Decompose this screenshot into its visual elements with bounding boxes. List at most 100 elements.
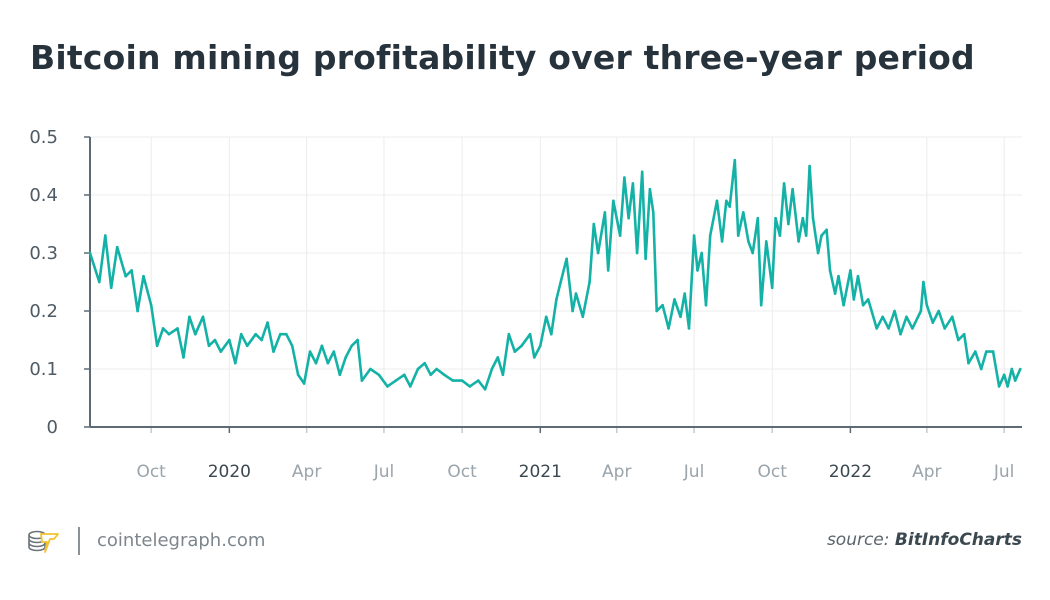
source-prefix: source:	[826, 530, 890, 550]
x-tick-label: Jul	[373, 462, 395, 482]
data-point	[507, 332, 511, 336]
data-point	[791, 187, 794, 191]
data-point	[816, 251, 820, 255]
x-tick-label: Oct	[136, 462, 166, 482]
data-point	[635, 251, 639, 255]
data-point	[887, 327, 890, 330]
data-point	[565, 257, 568, 261]
data-point	[833, 292, 837, 295]
data-point	[115, 245, 119, 249]
data-point	[188, 315, 191, 319]
data-point	[808, 164, 811, 168]
data-point	[828, 269, 832, 272]
data-point	[429, 373, 432, 377]
data-point	[603, 211, 607, 214]
data-point	[483, 388, 487, 391]
data-point	[905, 315, 908, 319]
data-point	[1006, 385, 1009, 388]
data-point	[201, 315, 205, 319]
data-point	[213, 338, 217, 342]
data-point	[673, 298, 676, 301]
data-point	[490, 367, 494, 371]
data-point	[911, 327, 914, 330]
data-point	[687, 327, 691, 330]
data-point	[866, 298, 870, 301]
data-point	[1010, 367, 1014, 371]
data-point	[861, 303, 865, 307]
data-point	[254, 332, 257, 336]
y-tick-label: 0.5	[29, 127, 58, 148]
data-point	[574, 292, 578, 295]
data-point	[338, 373, 342, 377]
data-point	[631, 182, 635, 185]
data-point	[733, 158, 737, 162]
data-point	[881, 315, 884, 319]
cointelegraph-logo-icon	[28, 530, 59, 553]
data-point	[207, 344, 211, 348]
data-point	[423, 361, 427, 365]
data-point	[951, 315, 954, 319]
data-point	[245, 344, 249, 348]
data-point	[386, 385, 389, 388]
data-point	[538, 344, 542, 348]
x-tick-label: 2022	[829, 462, 872, 482]
data-point	[956, 338, 960, 342]
data-point	[308, 350, 312, 353]
data-point	[142, 274, 145, 278]
data-point	[899, 332, 902, 336]
data-point	[612, 199, 615, 203]
data-point	[394, 379, 398, 382]
data-point	[130, 269, 133, 272]
data-point	[1002, 373, 1006, 377]
data-point	[778, 234, 782, 237]
data-point	[314, 361, 318, 365]
data-point	[302, 382, 306, 385]
data-point	[408, 385, 412, 388]
data-point	[991, 350, 995, 353]
data-point	[782, 182, 786, 185]
data-point	[136, 309, 139, 313]
data-point	[640, 170, 644, 174]
data-point	[787, 222, 790, 226]
data-point	[296, 373, 300, 377]
data-point	[369, 367, 372, 371]
data-point	[820, 234, 823, 237]
data-point	[161, 327, 165, 330]
x-tick-label: Jul	[993, 462, 1015, 482]
data-point	[176, 327, 179, 330]
data-point	[931, 321, 935, 324]
data-point	[149, 303, 153, 307]
data-point	[167, 332, 171, 336]
data-point	[856, 274, 860, 278]
data-point	[360, 379, 364, 382]
data-point	[571, 309, 574, 313]
profitability-line	[88, 158, 1022, 391]
data-point	[559, 280, 562, 284]
data-point	[692, 234, 696, 237]
data-point	[320, 344, 324, 348]
data-point	[747, 240, 750, 243]
data-point	[736, 234, 740, 237]
y-tick-label: 0.3	[29, 243, 58, 264]
data-point	[770, 286, 774, 290]
data-point	[182, 356, 185, 359]
data-point	[460, 379, 464, 382]
x-tick-label: 2020	[208, 462, 251, 482]
y-tick-label: 0	[47, 417, 58, 438]
data-point	[555, 298, 558, 301]
data-point	[623, 176, 626, 179]
data-point	[533, 356, 536, 359]
data-point	[233, 361, 237, 365]
data-point	[377, 373, 381, 377]
data-point	[655, 309, 658, 313]
data-point	[88, 251, 92, 255]
data-point	[708, 234, 712, 237]
data-point	[683, 292, 687, 295]
data-point	[279, 332, 282, 336]
data-point	[260, 338, 263, 342]
data-point	[875, 327, 879, 330]
data-point	[501, 373, 505, 377]
data-point	[416, 367, 420, 371]
data-point	[332, 350, 336, 353]
data-point	[751, 251, 754, 255]
